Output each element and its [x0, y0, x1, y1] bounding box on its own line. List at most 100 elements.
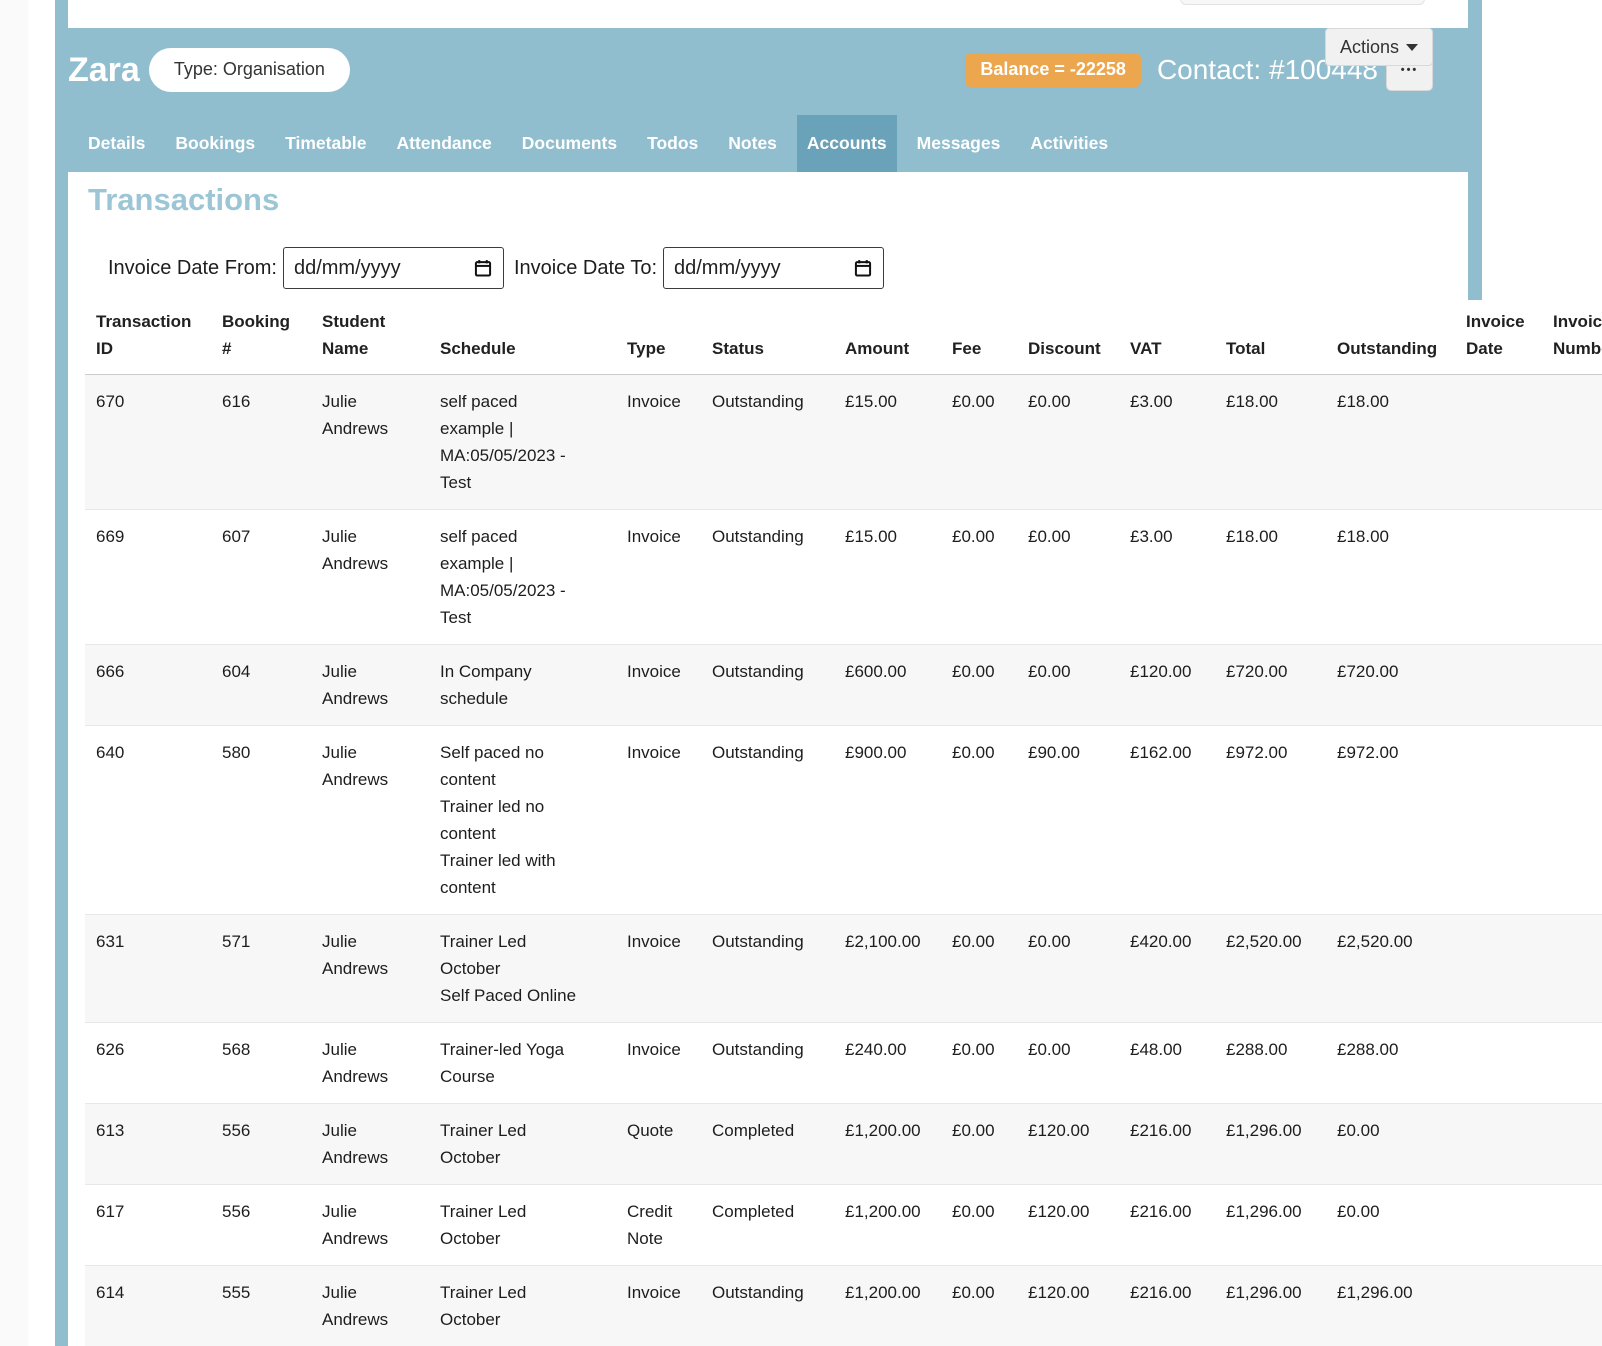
- calendar-icon[interactable]: [853, 258, 873, 278]
- table-cell: Trainer Led October: [440, 1202, 527, 1248]
- column-header: Discount: [1028, 339, 1101, 358]
- table-cell: Outstanding: [712, 932, 804, 951]
- table-cell: Invoice: [627, 743, 681, 762]
- table-row[interactable]: 666 604 Julie Andrews In Company schedule In…: [85, 644, 1602, 726]
- table-cell: Quote: [627, 1121, 674, 1140]
- table-row[interactable]: 613 556 Julie Andrews Trainer Led October Qu…: [85, 1103, 1602, 1185]
- table-cell: [1466, 1185, 1553, 1266]
- table-cell: £216.00: [1130, 1283, 1192, 1302]
- table-cell: £2,520.00: [1226, 932, 1302, 951]
- tab-bookings[interactable]: Bookings: [175, 133, 256, 153]
- table-row[interactable]: 631 571 Julie Andrews Trainer Led October S…: [85, 914, 1602, 1023]
- column-header: Booking #: [222, 312, 290, 358]
- table-row[interactable]: 626 568 Julie Andrews Trainer-led Yoga Cour…: [85, 1022, 1602, 1104]
- table-cell: £0.00: [1028, 1040, 1071, 1059]
- table-cell: 571: [222, 932, 251, 951]
- table-cell: £0.00: [952, 1202, 995, 1221]
- column-header: Outstanding: [1337, 339, 1438, 358]
- table-cell: Completed: [712, 1121, 795, 1140]
- table-cell: [1553, 915, 1602, 1023]
- table-cell: £900.00: [845, 743, 907, 762]
- actions-button-label: Actions: [1339, 36, 1399, 57]
- table-row[interactable]: 617 556 Julie Andrews Trainer Led October Cr…: [85, 1184, 1602, 1266]
- table-cell: £48.00: [1130, 1040, 1182, 1059]
- table-row[interactable]: 670 616 Julie Andrews self paced example | …: [85, 374, 1602, 510]
- table-cell: 640: [96, 743, 125, 762]
- table-cell: Julie Andrews: [322, 1202, 389, 1248]
- column-header: Invoice Number: [1553, 312, 1602, 358]
- table-cell: [1553, 375, 1602, 510]
- table-cell: Outstanding: [712, 392, 804, 411]
- tab-notes[interactable]: Notes: [728, 133, 777, 153]
- table-cell: £216.00: [1130, 1202, 1192, 1221]
- table-cell: 556: [222, 1202, 251, 1221]
- table-cell: [1466, 645, 1553, 726]
- table-row[interactable]: 669 607 Julie Andrews self paced example | …: [85, 509, 1602, 645]
- transactions-table: Transaction ID Booking # Student Name Sched…: [85, 300, 1602, 1346]
- contact-type-pill: Type: Organisation: [148, 47, 350, 92]
- table-cell: £0.00: [1028, 932, 1071, 951]
- table-cell: £1,296.00: [1337, 1283, 1413, 1302]
- tab-bar: Details Bookings Timetable Attendance Docume…: [68, 115, 1468, 172]
- table-cell: £2,520.00: [1337, 932, 1413, 951]
- table-cell: £720.00: [1226, 662, 1288, 681]
- tab-todos[interactable]: Todos: [647, 133, 699, 153]
- table-cell: 617: [96, 1202, 125, 1221]
- tab-documents[interactable]: Documents: [521, 133, 618, 153]
- invoice-date-to-field[interactable]: [674, 256, 853, 280]
- tab-timetable[interactable]: Timetable: [285, 133, 367, 153]
- tab-attendance[interactable]: Attendance: [396, 133, 492, 153]
- calendar-icon[interactable]: [473, 258, 493, 278]
- table-cell: £0.00: [1337, 1121, 1380, 1140]
- table-cell: 607: [222, 527, 251, 546]
- tab-details[interactable]: Details: [88, 133, 146, 153]
- invoice-date-from-field[interactable]: [293, 256, 473, 280]
- accounts-tab-content: Transactions Invoice Date From: Invoice …: [68, 172, 1602, 1346]
- table-cell: £600.00: [845, 662, 907, 681]
- caret-down-icon: [1406, 43, 1418, 51]
- table-cell: Invoice: [627, 662, 681, 681]
- table-cell: Completed: [712, 1202, 795, 1221]
- table-cell: £1,200.00: [845, 1283, 921, 1302]
- table-cell: Trainer Led October: [440, 1121, 527, 1167]
- tab-messages[interactable]: Messages: [916, 133, 1001, 153]
- table-cell: Julie Andrews: [322, 1121, 389, 1167]
- table-cell: Outstanding: [712, 1040, 804, 1059]
- table-cell: 616: [222, 392, 251, 411]
- table-cell: Credit Note: [627, 1202, 673, 1248]
- table-cell: £0.00: [952, 743, 995, 762]
- invoice-date-from-input[interactable]: [282, 247, 504, 289]
- actions-button[interactable]: Actions: [1324, 28, 1433, 66]
- table-cell: Invoice: [627, 527, 681, 546]
- table-cell: Julie Andrews: [322, 527, 389, 573]
- table-cell: 614: [96, 1283, 125, 1302]
- table-cell: Outstanding: [712, 743, 804, 762]
- table-cell: £240.00: [845, 1040, 907, 1059]
- contact-header: Zara Type: Organisation Balance = -22258…: [68, 28, 1468, 172]
- table-cell: £15.00: [845, 527, 897, 546]
- column-header: Transaction ID: [96, 312, 192, 358]
- invoice-date-to-input[interactable]: [663, 247, 884, 289]
- table-cell: Invoice: [627, 932, 681, 951]
- column-header: VAT: [1130, 339, 1162, 358]
- table-cell: [1466, 1266, 1553, 1346]
- table-cell: £162.00: [1130, 743, 1192, 762]
- table-row[interactable]: 640 580 Julie Andrews Self paced no content…: [85, 725, 1602, 915]
- tab-activities[interactable]: Activities: [1030, 133, 1109, 153]
- table-cell: 631: [96, 932, 125, 951]
- table-cell: [1466, 726, 1553, 915]
- table-cell: Julie Andrews: [322, 1040, 389, 1086]
- table-cell: 669: [96, 527, 125, 546]
- table-row[interactable]: 614 555 Julie Andrews Trainer Led October In…: [85, 1265, 1602, 1346]
- table-header-row: Transaction ID Booking # Student Name Sched…: [85, 300, 1602, 375]
- tab-accounts[interactable]: Accounts: [796, 115, 897, 172]
- table-cell: £1,200.00: [845, 1121, 921, 1140]
- table-cell: £90.00: [1028, 743, 1080, 762]
- table-cell: £0.00: [1028, 392, 1071, 411]
- table-cell: Invoice: [627, 392, 681, 411]
- table-cell: £18.00: [1226, 527, 1278, 546]
- table-cell: £972.00: [1337, 743, 1399, 762]
- table-cell: £0.00: [952, 392, 995, 411]
- table-cell: £15.00: [845, 392, 897, 411]
- table-cell: 604: [222, 662, 251, 681]
